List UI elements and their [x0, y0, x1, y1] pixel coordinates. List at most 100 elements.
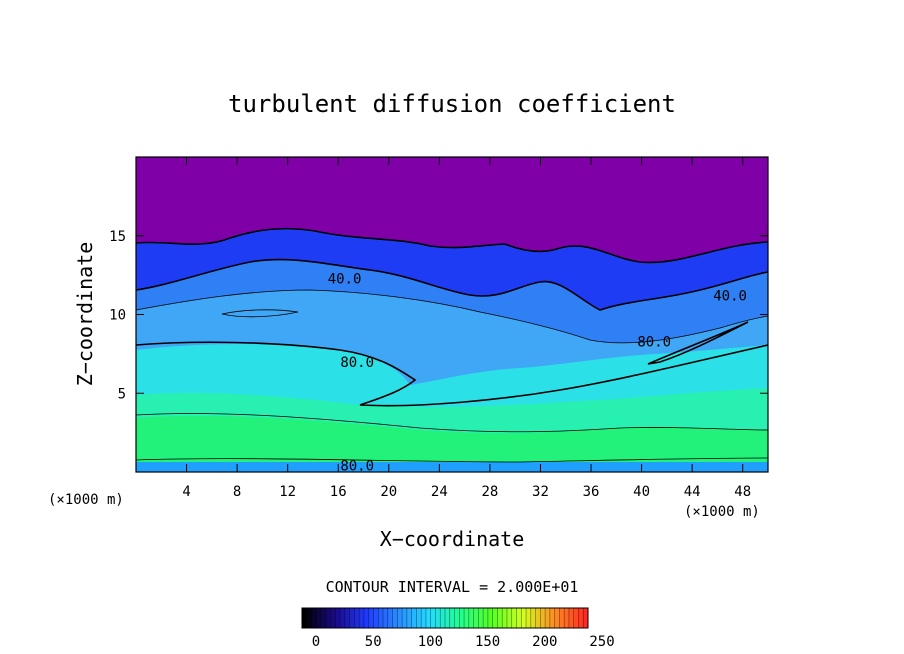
x-tick-label: 20 [380, 484, 397, 500]
color-bar-cell [421, 608, 427, 628]
color-bar-cell [497, 608, 503, 628]
color-bar-cell [402, 608, 408, 628]
color-bar-cell [568, 608, 574, 628]
color-bar-cell [306, 608, 312, 628]
color-bar-cell [478, 608, 484, 628]
color-bar-cell [363, 608, 370, 628]
color-bar-cell [449, 608, 455, 628]
color-bar-cell [511, 608, 517, 628]
color-bar-cell [459, 608, 465, 628]
color-bar-cell [445, 608, 451, 628]
color-bar-tick-label: 0 [312, 634, 320, 650]
y-tick-label: 10 [109, 308, 126, 324]
color-bar-cell [430, 608, 436, 628]
chart-title: turbulent diffusion coefficient [228, 90, 676, 118]
contour-line [221, 309, 299, 318]
color-bar-cell [583, 608, 589, 628]
x-tick-label: 32 [532, 484, 549, 500]
color-bar-cell [454, 608, 460, 628]
color-bar-cell [311, 608, 317, 628]
contour-line [136, 227, 768, 264]
color-bar-cell [521, 608, 527, 628]
x-tick-label: 24 [431, 484, 448, 500]
color-bar-tick-label: 50 [365, 634, 382, 650]
contour-line [136, 258, 768, 311]
color-bar-frame [301, 607, 589, 629]
contour-line [136, 289, 768, 344]
color-bar-cell [302, 608, 308, 628]
color-bar-cell [387, 608, 393, 628]
x-tick-label: 12 [279, 484, 296, 500]
color-bar-cell [425, 608, 431, 628]
color-bar-cell [359, 608, 365, 628]
color-bar-cell [530, 608, 536, 628]
layer-green [136, 415, 768, 472]
color-bar-tick-label: 250 [589, 634, 614, 650]
color-bar-cell [316, 608, 322, 628]
color-bar-cell [354, 608, 360, 628]
color-bar-cell [340, 608, 346, 628]
color-bar-cell [559, 608, 565, 628]
color-bar-cell [502, 608, 508, 628]
x-tick-label: 28 [481, 484, 498, 500]
color-bar-cell [416, 608, 422, 628]
contour-lines [136, 227, 768, 463]
color-bar-cell [564, 608, 570, 628]
y-axis-ticks: 5 10 15 [109, 229, 768, 402]
contour-line [136, 341, 768, 407]
x-tick-label: 44 [684, 484, 701, 500]
contour-label: 80.0 [340, 459, 374, 475]
color-bar-cell [492, 608, 498, 628]
contour-interval-text: CONTOUR INTERVAL = 2.000E+01 [326, 578, 579, 596]
x-axis-ticks: 4 8 12 16 20 24 28 32 36 40 44 48 [182, 157, 751, 500]
color-bar-cell [554, 608, 560, 628]
contour-label: 40.0 [713, 289, 747, 305]
x-tick-label: 48 [734, 484, 751, 500]
y-tick-label: 5 [118, 386, 126, 402]
color-bar-tick-label: 100 [418, 634, 443, 650]
x-tick-label: 4 [182, 484, 190, 500]
contour-label: 80.0 [340, 355, 374, 371]
color-bar-cell [549, 608, 555, 628]
color-bar-cell [464, 608, 470, 628]
color-bar-cell [392, 608, 398, 628]
contour-labels: 40.0 40.0 80.0 80.0 80.0 [328, 271, 747, 475]
x-unit-right: (×1000 m) [684, 504, 760, 520]
color-bar-ticks: 0 50 100 150 200 250 [312, 634, 615, 650]
color-bar-cell [545, 608, 551, 628]
color-bar-cell [335, 608, 341, 628]
color-bar-cell [440, 608, 446, 628]
contour-label: 40.0 [328, 271, 362, 287]
color-bar-cell [540, 608, 546, 628]
color-bar [301, 607, 589, 629]
x-tick-label: 16 [330, 484, 347, 500]
color-bar-cell [373, 608, 379, 628]
x-tick-label: 8 [233, 484, 241, 500]
color-bar-cell [411, 608, 417, 628]
color-bar-cell [349, 608, 355, 628]
color-bar-cell [535, 608, 541, 628]
color-bar-cell [483, 608, 489, 628]
color-bar-cell [406, 608, 412, 628]
color-bar-cell [578, 608, 584, 628]
color-bar-cell [378, 608, 384, 628]
x-tick-label: 40 [633, 484, 650, 500]
color-bar-cell [473, 608, 479, 628]
color-bar-cell [321, 608, 327, 628]
heatmap-field: 40.0 40.0 80.0 80.0 80.0 [136, 157, 768, 475]
color-bar-tick-label: 150 [475, 634, 500, 650]
contour-line [136, 457, 768, 463]
x-unit-left: (×1000 m) [48, 492, 124, 508]
color-bar-cell [368, 608, 374, 628]
color-bar-tick-label: 200 [532, 634, 557, 650]
color-bar-cell [330, 608, 336, 628]
y-axis-label: Z−coordinate [73, 242, 97, 387]
color-bar-cell [397, 608, 403, 628]
contour-label: 80.0 [637, 334, 671, 350]
color-bar-cell [325, 608, 331, 628]
x-tick-label: 36 [583, 484, 600, 500]
contour-line [647, 321, 749, 365]
color-bar-cell [573, 608, 579, 628]
color-bar-cell [344, 608, 350, 628]
